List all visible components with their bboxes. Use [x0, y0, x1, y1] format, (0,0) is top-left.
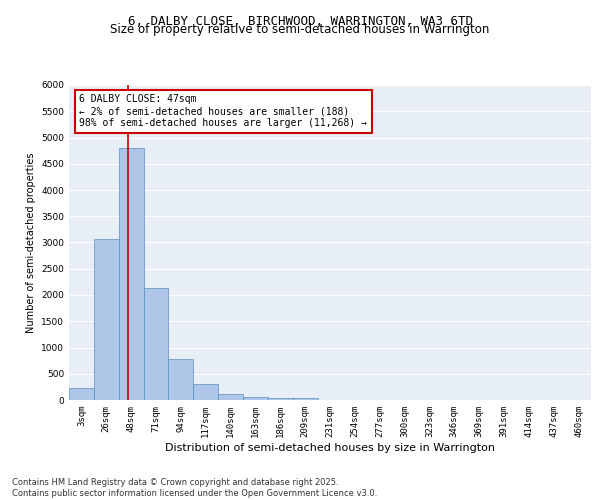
Bar: [193, 384, 218, 400]
Bar: [169, 358, 193, 400]
Text: 6, DALBY CLOSE, BIRCHWOOD, WARRINGTON, WA3 6TD: 6, DALBY CLOSE, BIRCHWOOD, WARRINGTON, W…: [128, 15, 473, 28]
Bar: [143, 288, 169, 400]
Text: Size of property relative to semi-detached houses in Warrington: Size of property relative to semi-detach…: [110, 22, 490, 36]
Y-axis label: Number of semi-detached properties: Number of semi-detached properties: [26, 152, 35, 333]
Bar: [293, 398, 317, 400]
Bar: [268, 398, 293, 400]
Text: Contains HM Land Registry data © Crown copyright and database right 2025.
Contai: Contains HM Land Registry data © Crown c…: [12, 478, 377, 498]
X-axis label: Distribution of semi-detached houses by size in Warrington: Distribution of semi-detached houses by …: [165, 442, 495, 452]
Bar: [119, 148, 143, 400]
Bar: [243, 396, 268, 400]
Bar: [69, 388, 94, 400]
Text: 6 DALBY CLOSE: 47sqm
← 2% of semi-detached houses are smaller (188)
98% of semi-: 6 DALBY CLOSE: 47sqm ← 2% of semi-detach…: [79, 94, 367, 128]
Bar: [94, 240, 119, 400]
Bar: [218, 394, 243, 400]
